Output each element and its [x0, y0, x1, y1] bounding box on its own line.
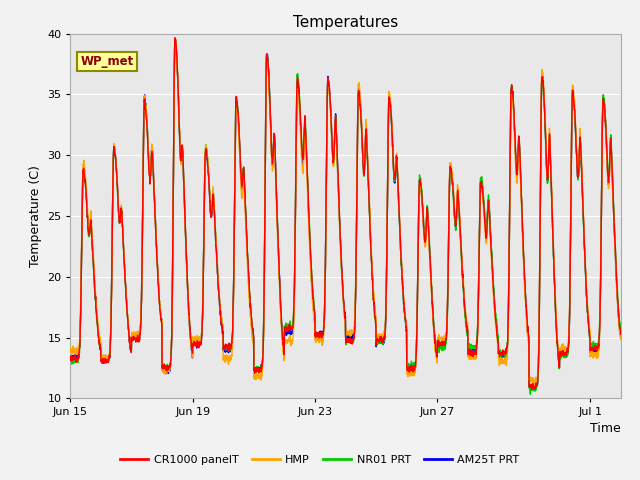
HMP	[172, 38, 179, 44]
HMP	[364, 140, 371, 146]
HMP	[67, 345, 74, 351]
CR1000 panelT	[617, 331, 625, 337]
Y-axis label: Temperature (C): Temperature (C)	[29, 165, 42, 267]
NR01 PRT	[67, 355, 74, 361]
CR1000 panelT	[120, 250, 127, 256]
AM25T PRT	[364, 144, 371, 150]
HMP	[189, 355, 196, 360]
AM25T PRT	[171, 39, 179, 45]
HMP	[120, 247, 127, 253]
AM25T PRT	[120, 248, 127, 253]
Title: Temperatures: Temperatures	[293, 15, 398, 30]
NR01 PRT	[120, 248, 127, 253]
CR1000 panelT	[153, 254, 161, 260]
AM25T PRT	[527, 387, 534, 393]
NR01 PRT	[171, 35, 179, 41]
AM25T PRT	[67, 352, 74, 358]
Text: Time: Time	[590, 422, 621, 435]
CR1000 panelT	[67, 354, 74, 360]
NR01 PRT	[189, 351, 196, 357]
CR1000 panelT	[171, 36, 179, 41]
HMP	[546, 132, 554, 137]
AM25T PRT	[617, 335, 625, 340]
HMP	[531, 382, 539, 388]
Line: NR01 PRT: NR01 PRT	[70, 38, 621, 394]
HMP	[617, 336, 625, 342]
NR01 PRT	[266, 108, 274, 114]
AM25T PRT	[153, 251, 161, 257]
CR1000 panelT	[546, 136, 554, 142]
CR1000 panelT	[364, 149, 371, 155]
NR01 PRT	[546, 138, 554, 144]
AM25T PRT	[546, 138, 554, 144]
Text: WP_met: WP_met	[80, 55, 134, 68]
Line: AM25T PRT: AM25T PRT	[70, 42, 621, 390]
CR1000 panelT	[528, 386, 536, 392]
AM25T PRT	[189, 355, 196, 361]
NR01 PRT	[527, 391, 534, 397]
Line: CR1000 panelT: CR1000 panelT	[70, 38, 621, 389]
HMP	[153, 247, 161, 253]
NR01 PRT	[617, 327, 625, 333]
NR01 PRT	[364, 149, 371, 155]
Line: HMP: HMP	[70, 41, 621, 385]
Legend: CR1000 panelT, HMP, NR01 PRT, AM25T PRT: CR1000 panelT, HMP, NR01 PRT, AM25T PRT	[116, 451, 524, 469]
NR01 PRT	[153, 252, 161, 257]
CR1000 panelT	[189, 350, 196, 356]
AM25T PRT	[266, 106, 274, 112]
HMP	[266, 115, 274, 121]
CR1000 panelT	[266, 107, 274, 113]
